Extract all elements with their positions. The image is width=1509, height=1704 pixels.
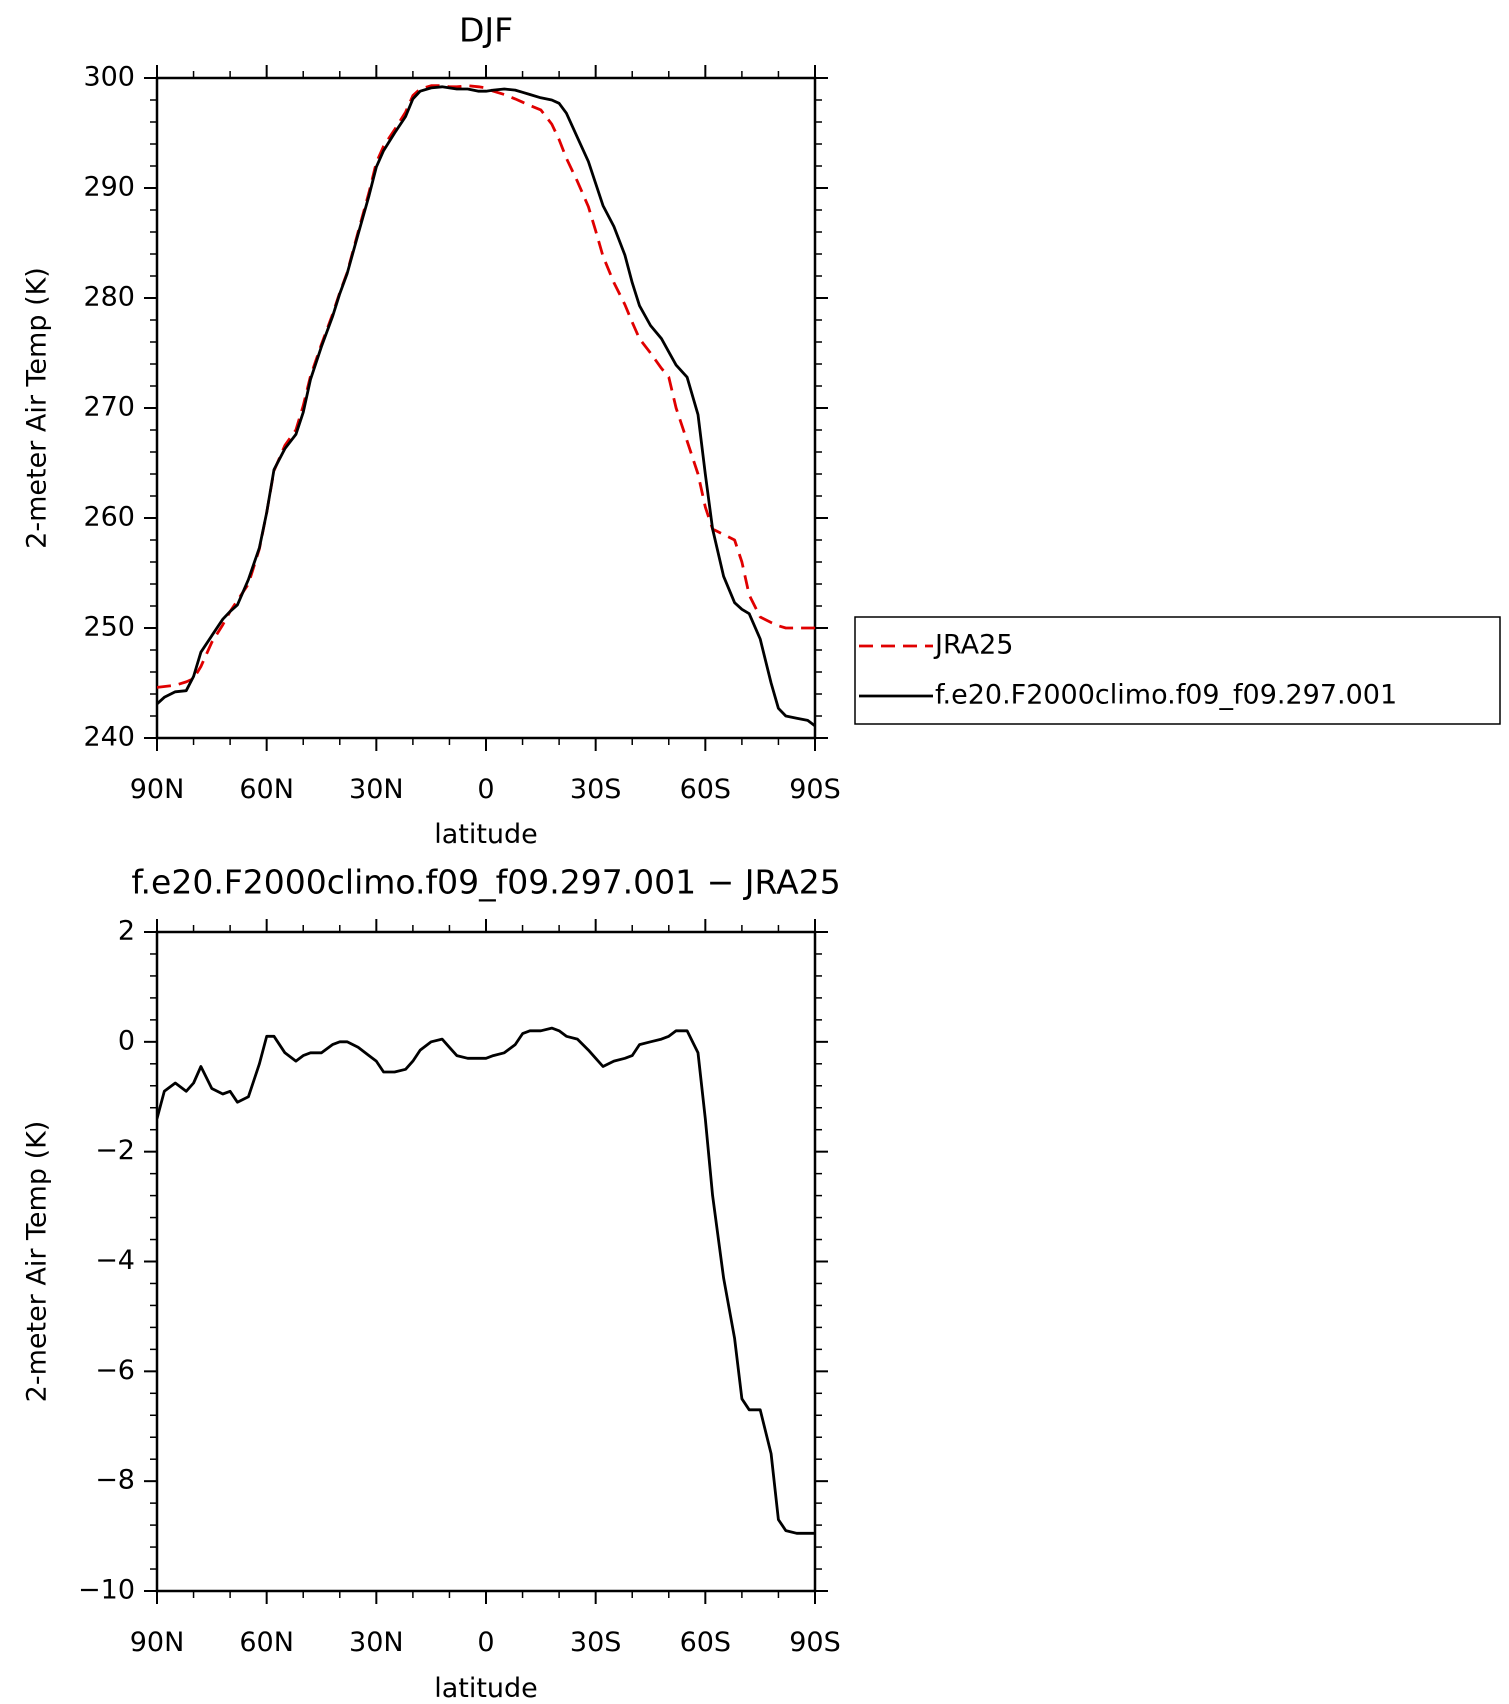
y-tick-label: 240 [83,722,135,753]
y-tick-label: 0 [118,1025,135,1056]
plot-title: DJF [459,11,513,50]
plot-frame [155,76,817,740]
x-tick-label: 0 [477,1627,494,1658]
x-tick-label: 60N [239,774,294,805]
x-axis-title: latitude [434,1673,538,1704]
x-axis-title: latitude [434,819,538,850]
y-tick-label: 290 [83,172,135,203]
y-tick-label: −4 [95,1245,135,1276]
y-axis-title: 2-meter Air Temp (K) [22,1121,53,1403]
legend: JRA25 f.e20.F2000climo.f09_f09.297.001 [854,616,1501,725]
legend-entry-label: f.e20.F2000climo.f09_f09.297.001 [935,680,1397,711]
x-tick-label: 30S [570,1627,622,1658]
x-tick-label: 60N [239,1627,294,1658]
y-tick-label: 300 [83,62,135,93]
x-tick-label: 60S [680,774,732,805]
legend-box [854,616,1501,725]
x-tick-label: 60S [680,1627,732,1658]
y-tick-label: 280 [83,282,135,313]
x-tick-label: 90N [130,1627,185,1658]
x-tick-label: 90S [789,1627,841,1658]
djf-temperature-plot: DJF 90N 60N 30N 0 30S 60S 90S 240 250 260 270 280 290… [22,11,841,851]
x-tick-label: 90N [130,774,185,805]
x-tick-label: 30N [349,774,404,805]
y-tick-label: 270 [83,392,135,423]
x-tick-label: 0 [477,774,494,805]
y-tick-label: −8 [95,1465,135,1496]
difference-plot: f.e20.F2000climo.f09_f09.297.001 − JRA25… [22,863,841,1704]
series-line-difference [157,1026,815,1535]
series-line-jra25 [157,84,815,689]
series-line-f [157,85,815,728]
x-tick-label: 30N [349,1627,404,1658]
plot-title: f.e20.F2000climo.f09_f09.297.001 − JRA25 [131,863,840,902]
plot-frame [155,930,817,1593]
y-tick-label: 2 [118,916,135,947]
x-tick-label: 30S [570,774,622,805]
y-tick-label: −6 [95,1355,135,1386]
y-tick-label: −10 [78,1575,135,1606]
y-axis-title: 2-meter Air Temp (K) [22,267,53,549]
x-tick-label: 90S [789,774,841,805]
y-tick-label: 250 [83,612,135,643]
y-tick-label: 260 [83,502,135,533]
y-tick-label: −2 [95,1135,135,1166]
legend-entry-label: JRA25 [933,630,1013,661]
